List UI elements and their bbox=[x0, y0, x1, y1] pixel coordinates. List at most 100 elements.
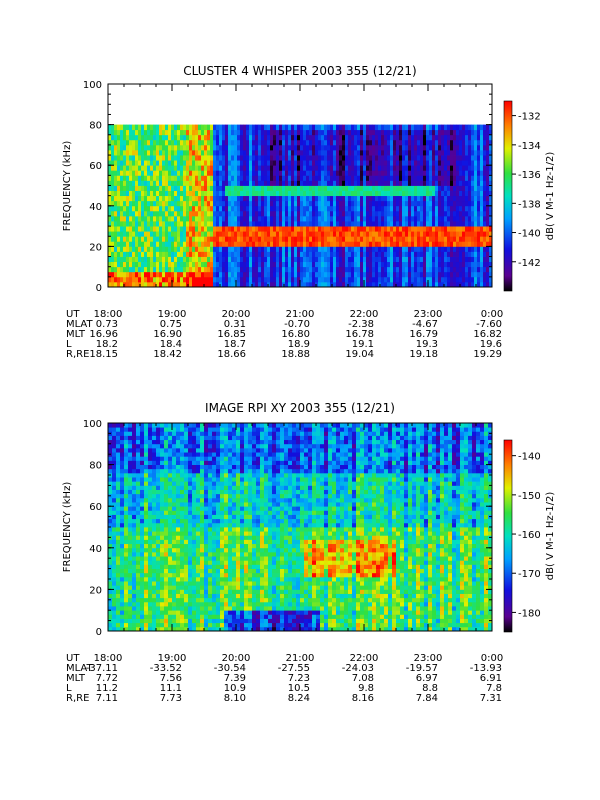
spectrogram-cell bbox=[120, 190, 124, 197]
spectrogram-cell bbox=[114, 215, 118, 222]
spectrogram-cell bbox=[114, 205, 118, 212]
spectrogram-cell bbox=[135, 165, 139, 171]
spectrogram-cell bbox=[123, 200, 127, 207]
spectrogram-cell bbox=[378, 210, 382, 217]
spectrogram-cell bbox=[189, 226, 193, 232]
spectrogram-cell bbox=[117, 155, 121, 161]
spectrogram-cell bbox=[327, 200, 331, 207]
spectrogram-cell bbox=[288, 236, 292, 242]
spectrogram-cell bbox=[438, 226, 442, 232]
spectrogram-cell bbox=[222, 124, 226, 131]
spectrogram-cell bbox=[324, 200, 328, 207]
spectrogram-cell bbox=[315, 175, 319, 181]
spectrogram-cell bbox=[144, 610, 149, 615]
spectrogram-cell bbox=[128, 543, 133, 549]
spectrogram-cell bbox=[405, 149, 409, 156]
spectrogram-cell bbox=[471, 134, 475, 141]
spectrogram-cell bbox=[120, 601, 125, 607]
spectrogram-cell bbox=[228, 139, 232, 146]
spectrogram-cell bbox=[255, 129, 259, 136]
spectrogram-cell bbox=[309, 241, 313, 247]
spectrogram-cell bbox=[165, 185, 169, 191]
spectrogram-cell bbox=[152, 443, 157, 449]
spectrogram-cell bbox=[126, 129, 130, 136]
spectrogram-cell bbox=[174, 155, 178, 161]
spectrogram-cell bbox=[330, 215, 334, 222]
spectrogram-cell bbox=[393, 266, 397, 273]
spectrogram-cell bbox=[237, 276, 241, 283]
spectrogram-cell bbox=[249, 144, 253, 151]
spectrogram-cell bbox=[309, 246, 313, 252]
spectrogram-cell bbox=[453, 256, 457, 263]
spectrogram-cell bbox=[152, 489, 157, 495]
spectrogram-cell bbox=[342, 241, 346, 247]
spectrogram-cell bbox=[164, 593, 169, 599]
spectrogram-cell bbox=[417, 215, 421, 222]
spectrogram-cell bbox=[333, 139, 337, 146]
spectrogram-cell bbox=[150, 281, 154, 287]
spectrogram-cell bbox=[201, 175, 205, 181]
spectrogram-cell bbox=[201, 185, 205, 191]
spectrogram-cell bbox=[162, 205, 166, 212]
spectrogram-cell bbox=[417, 266, 421, 273]
spectrogram-cell bbox=[258, 210, 262, 217]
ephemeris-row-label: R,RE bbox=[66, 349, 89, 360]
spectrogram-cell bbox=[159, 129, 163, 136]
spectrogram-cell bbox=[144, 200, 148, 207]
spectrogram-cell bbox=[108, 585, 113, 590]
spectrogram-cell bbox=[429, 144, 433, 151]
spectrogram-cell bbox=[354, 205, 358, 212]
spectrogram-cell bbox=[234, 261, 238, 268]
spectrogram-cell bbox=[148, 481, 153, 486]
spectrogram-cell bbox=[112, 452, 117, 457]
spectrogram-cell bbox=[435, 215, 439, 222]
spectrogram-cell bbox=[135, 155, 139, 161]
spectrogram-cell bbox=[246, 134, 250, 141]
spectrogram-cell bbox=[414, 281, 418, 287]
spectrogram-cell bbox=[136, 593, 141, 599]
spectrogram-cell bbox=[297, 221, 301, 227]
spectrogram-cell bbox=[339, 175, 343, 181]
spectrogram-cell bbox=[114, 195, 118, 202]
spectrogram-cell bbox=[321, 276, 325, 283]
spectrogram-cell bbox=[108, 175, 112, 181]
spectrogram-cell bbox=[153, 271, 157, 278]
spectrogram-cell bbox=[156, 622, 161, 628]
spectrogram-cell bbox=[114, 251, 118, 257]
spectrogram-cell bbox=[348, 241, 352, 247]
spectrogram-cell bbox=[164, 527, 169, 532]
spectrogram-cell bbox=[273, 175, 277, 181]
spectrogram-cell bbox=[381, 160, 385, 166]
spectrogram-cell bbox=[435, 129, 439, 136]
spectrogram-cell bbox=[393, 281, 397, 287]
spectrogram-cell bbox=[363, 170, 367, 176]
spectrogram-cell bbox=[201, 215, 205, 222]
spectrogram-cell bbox=[387, 190, 391, 197]
spectrogram-cell bbox=[213, 160, 217, 166]
spectrogram-cell bbox=[291, 241, 295, 247]
spectrogram-cell bbox=[108, 261, 112, 268]
spectrogram-cell bbox=[423, 226, 427, 232]
spectrogram-cell bbox=[207, 231, 211, 237]
spectrogram-cell bbox=[222, 281, 226, 287]
spectrogram-cell bbox=[198, 246, 202, 252]
spectrogram-cell bbox=[411, 215, 415, 222]
spectrogram-cell bbox=[387, 165, 391, 171]
spectrogram-cell bbox=[180, 200, 184, 207]
spectrogram-cell bbox=[140, 456, 145, 461]
spectrogram-cell bbox=[189, 236, 193, 242]
spectrogram-cell bbox=[195, 149, 199, 156]
spectrogram-cell bbox=[378, 165, 382, 171]
spectrogram-cell bbox=[366, 134, 370, 141]
spectrogram-cell bbox=[384, 266, 388, 273]
spectrogram-cell bbox=[252, 185, 256, 191]
spectrogram-cell bbox=[285, 256, 289, 263]
spectrogram-cell bbox=[198, 231, 202, 237]
spectrogram-cell bbox=[300, 190, 304, 197]
spectrogram-cell bbox=[339, 139, 343, 146]
spectrogram-cell bbox=[303, 195, 307, 202]
spectrogram-cell bbox=[273, 139, 277, 146]
spectrogram-cell bbox=[372, 170, 376, 176]
spectrogram-cell bbox=[120, 431, 125, 436]
spectrogram-cell bbox=[153, 241, 157, 247]
